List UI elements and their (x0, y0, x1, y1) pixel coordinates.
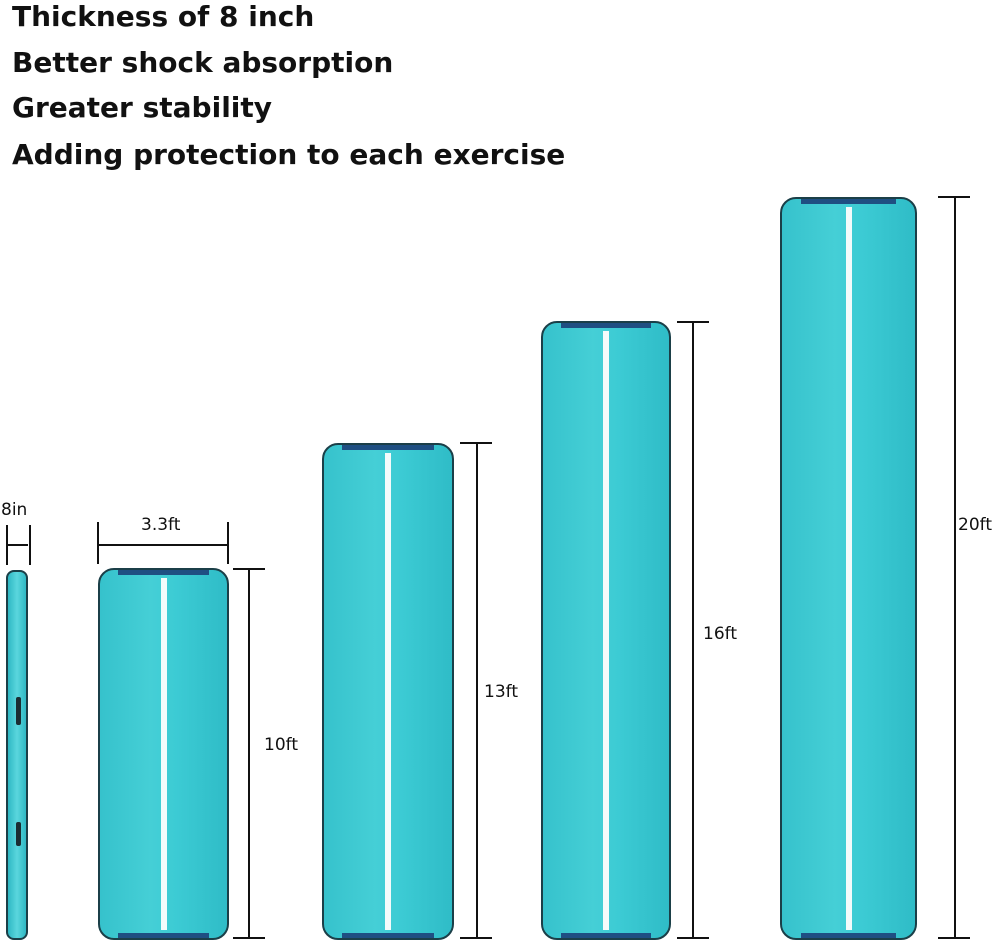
handle (16, 697, 21, 725)
dim-tick (677, 321, 709, 323)
dim-tick (29, 525, 31, 565)
feature-shock: Better shock absorption (12, 46, 394, 79)
dim-tick (97, 522, 99, 564)
dim-tick (938, 196, 970, 198)
dim-tick (460, 442, 492, 444)
length-label-16ft: 16ft (703, 624, 737, 644)
dim-tick (233, 568, 265, 570)
dim-tick (6, 525, 8, 565)
length-arrow (248, 569, 250, 938)
length-label-10ft: 10ft (264, 735, 298, 755)
handle (16, 822, 21, 846)
length-label-20ft: 20ft (958, 515, 992, 535)
mat-side-view (6, 570, 28, 940)
length-arrow (954, 197, 956, 938)
mat-20ft (780, 197, 917, 940)
mat-10ft (98, 568, 229, 940)
feature-thickness: Thickness of 8 inch (12, 0, 315, 33)
thickness-label: 8in (1, 500, 28, 520)
mat-13ft (322, 443, 454, 940)
width-arrow (98, 544, 227, 546)
dim-tick (227, 522, 229, 564)
feature-protection: Adding protection to each exercise (12, 138, 566, 171)
length-arrow (692, 322, 694, 938)
length-label-13ft: 13ft (484, 682, 518, 702)
width-label: 3.3ft (141, 515, 181, 535)
length-arrow (476, 443, 478, 938)
mat-16ft (541, 321, 671, 940)
thickness-arrow (8, 544, 28, 546)
feature-stability: Greater stability (12, 91, 273, 124)
